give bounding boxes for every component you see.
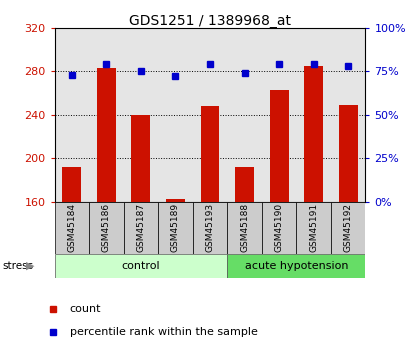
Text: GSM45190: GSM45190 bbox=[275, 203, 284, 252]
Bar bbox=[131, 115, 150, 202]
Text: control: control bbox=[122, 261, 160, 270]
Text: ▶: ▶ bbox=[26, 261, 34, 270]
Bar bbox=[227, 202, 262, 254]
Text: GSM45184: GSM45184 bbox=[67, 203, 76, 252]
Text: GSM45192: GSM45192 bbox=[344, 203, 353, 252]
Bar bbox=[55, 28, 89, 202]
Bar bbox=[331, 28, 365, 202]
Bar bbox=[262, 202, 297, 254]
Bar bbox=[297, 202, 331, 254]
Bar bbox=[166, 199, 185, 202]
Text: GSM45193: GSM45193 bbox=[205, 203, 215, 252]
Bar bbox=[235, 167, 254, 202]
Text: GSM45191: GSM45191 bbox=[309, 203, 318, 252]
Text: GSM45189: GSM45189 bbox=[171, 203, 180, 252]
Bar bbox=[123, 28, 158, 202]
Bar bbox=[123, 202, 158, 254]
Text: GSM45186: GSM45186 bbox=[102, 203, 111, 252]
Bar bbox=[200, 106, 220, 202]
Bar bbox=[55, 202, 89, 254]
Text: GSM45188: GSM45188 bbox=[240, 203, 249, 252]
Bar bbox=[89, 202, 123, 254]
Bar bbox=[158, 28, 193, 202]
Bar bbox=[262, 28, 297, 202]
Bar bbox=[297, 28, 331, 202]
Bar bbox=[193, 202, 227, 254]
Bar bbox=[193, 28, 227, 202]
Bar bbox=[339, 105, 357, 202]
Bar bbox=[89, 28, 123, 202]
Bar bbox=[331, 202, 365, 254]
Bar bbox=[97, 68, 116, 202]
Text: stress: stress bbox=[2, 261, 33, 270]
Bar bbox=[227, 28, 262, 202]
Bar bbox=[304, 66, 323, 202]
Text: GSM45187: GSM45187 bbox=[136, 203, 145, 252]
Bar bbox=[158, 202, 193, 254]
Bar bbox=[270, 90, 289, 202]
Text: percentile rank within the sample: percentile rank within the sample bbox=[70, 327, 257, 337]
Bar bbox=[55, 254, 227, 278]
Text: GDS1251 / 1389968_at: GDS1251 / 1389968_at bbox=[129, 14, 291, 28]
Bar bbox=[63, 167, 81, 202]
Bar bbox=[227, 254, 365, 278]
Text: acute hypotension: acute hypotension bbox=[244, 261, 348, 270]
Text: count: count bbox=[70, 304, 101, 314]
